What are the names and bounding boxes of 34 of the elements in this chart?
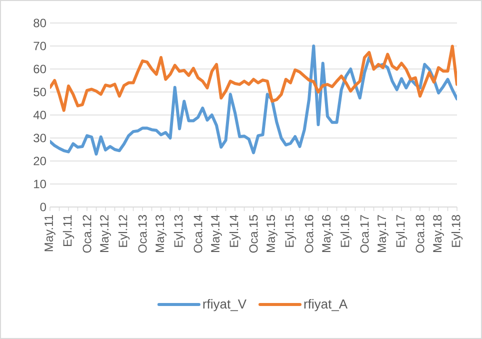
x-tick-label: Eyl.11: [62, 215, 74, 246]
x-tick-label: Eyl.12: [118, 215, 130, 247]
x-tick-label: Oca.18: [416, 215, 424, 253]
legend-label: rfiyat_V: [203, 299, 246, 312]
x-tick-label: Eyl.15: [284, 215, 296, 247]
x-tick-label: May.15: [266, 215, 278, 252]
x-tick-label: May.14: [211, 214, 222, 252]
y-tick-label: 50: [34, 88, 46, 96]
x-tick-label: May.11: [44, 215, 56, 252]
x-tick-label: May.12: [100, 215, 111, 252]
x-tick-label: Oca.12: [82, 215, 92, 253]
y-tick-label: 10: [34, 180, 46, 188]
x-tick-label: Eyl.14: [229, 214, 241, 247]
x-tick-label: May.16: [322, 215, 333, 252]
y-tick-label: 60: [34, 64, 46, 74]
x-tick-label: May.18: [433, 215, 444, 252]
x-tick-label: Oca.13: [138, 215, 147, 253]
y-tick-label: 40: [33, 110, 46, 120]
x-tick-label: Oca.17: [360, 215, 369, 253]
x-tick-label: May.17: [378, 215, 388, 252]
x-tick-label: Eyl.17: [396, 215, 408, 247]
x-tick-label: May.13: [156, 215, 166, 252]
x-tick-label: Eyl.13: [174, 215, 186, 247]
y-tick-label: 30: [34, 134, 46, 142]
x-tick-label: Eyl.18: [451, 215, 463, 247]
y-tick-label: 80: [34, 18, 46, 28]
y-tick-label: 0: [40, 202, 46, 212]
x-tick-label: Oca.15: [249, 215, 258, 253]
y-tick-label: 20: [34, 156, 46, 166]
x-tick-label: Oca.16: [304, 215, 314, 253]
y-tick-label: 70: [34, 42, 46, 50]
x-tick-label: Eyl.16: [340, 215, 352, 247]
legend-label: rfiyat_A: [304, 299, 348, 312]
x-tick-label: Oca.14: [194, 214, 202, 253]
